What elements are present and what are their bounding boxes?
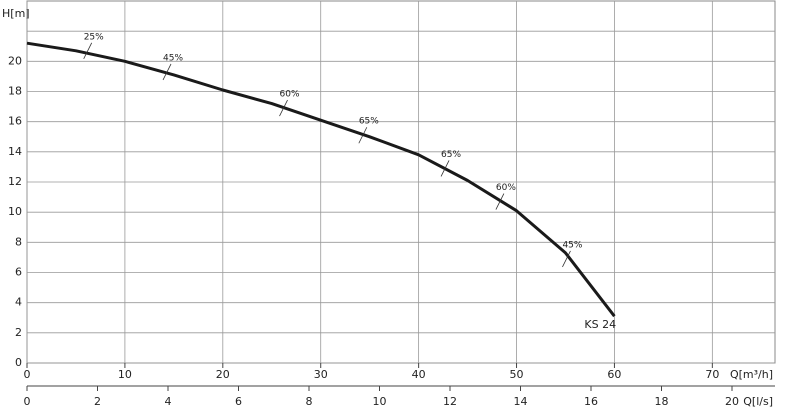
x2-tick-label: 0 <box>24 395 31 408</box>
efficiency-label: 25% <box>84 32 104 42</box>
y-tick-label: 18 <box>8 85 22 98</box>
y-tick-label: 2 <box>15 326 22 339</box>
x-tick-label: 30 <box>314 368 328 381</box>
efficiency-mark <box>440 160 450 177</box>
y-tick-label: 0 <box>15 356 22 369</box>
series-label: KS 24 <box>584 318 616 331</box>
efficiency-label: 65% <box>441 150 461 160</box>
x-tick-label: 40 <box>412 368 426 381</box>
x2-tick-label: 18 <box>654 395 668 408</box>
efficiency-mark <box>162 63 172 81</box>
pump-curve <box>26 41 616 318</box>
y-tick-label: 16 <box>8 115 22 128</box>
y-tick-label: 6 <box>15 266 22 279</box>
x-tick-label: 70 <box>705 368 719 381</box>
y-tick-label: 8 <box>15 235 22 248</box>
x-tick-label: 60 <box>607 368 621 381</box>
efficiency-label: 60% <box>496 183 516 193</box>
x-tick-label: 0 <box>24 368 31 381</box>
x2-tick-label: 14 <box>513 395 527 408</box>
y-tick-label: 12 <box>8 175 22 188</box>
efficiency-label: 45% <box>163 53 183 63</box>
x2-axis-label: Q[l/s] <box>743 395 773 408</box>
efficiency-mark <box>279 99 288 117</box>
efficiency-mark <box>495 193 505 210</box>
y-tick-label: 4 <box>15 296 22 309</box>
efficiency-label: 65% <box>359 117 379 127</box>
x-tick-label: 10 <box>118 368 132 381</box>
x-axis-label: Q[m³/h] <box>730 368 773 381</box>
efficiency-label: 60% <box>280 90 300 100</box>
x-tick-label: 50 <box>510 368 524 381</box>
efficiency-mark <box>562 250 571 268</box>
y-tick-label: 20 <box>8 54 22 67</box>
y-tick-label: 10 <box>8 205 22 218</box>
x2-tick-label: 12 <box>443 395 457 408</box>
x2-tick-label: 16 <box>584 395 598 408</box>
x2-tick-label: 8 <box>305 395 312 408</box>
x2-tick-label: 10 <box>372 395 386 408</box>
x2-tick-label: 20 <box>725 395 739 408</box>
efficiency-label: 45% <box>562 240 582 250</box>
x2-tick-label: 2 <box>94 395 101 408</box>
efficiency-mark <box>83 42 93 59</box>
x2-tick-label: 4 <box>164 395 171 408</box>
x2-tick-label: 6 <box>235 395 242 408</box>
efficiency-mark <box>358 127 368 144</box>
y-axis-label: H[m] <box>2 7 30 20</box>
x-tick-label: 20 <box>216 368 230 381</box>
y-tick-label: 14 <box>8 145 22 158</box>
